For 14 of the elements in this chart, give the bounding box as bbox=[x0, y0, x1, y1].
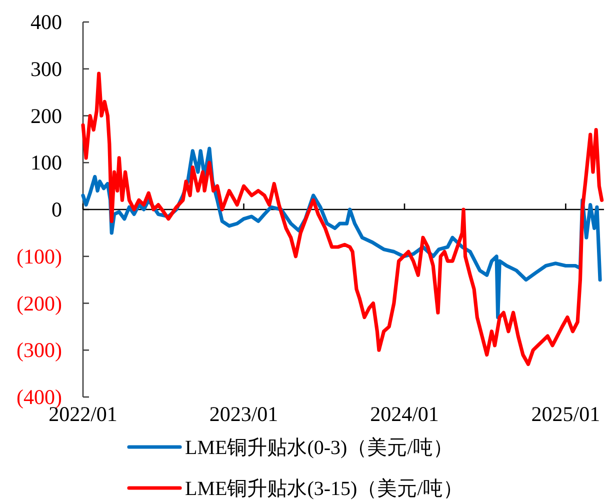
legend-label: LME铜升贴水(0-3)（美元/吨） bbox=[185, 436, 453, 459]
line-series bbox=[81, 72, 604, 366]
y-tick-label: 0 bbox=[52, 198, 62, 222]
y-tick-label: (300) bbox=[16, 338, 62, 362]
x-tick-label: 2024/01 bbox=[370, 402, 439, 426]
x-tick-label: 2023/01 bbox=[209, 402, 278, 426]
y-tick-label: 200 bbox=[30, 104, 62, 128]
y-tick-label: 100 bbox=[30, 150, 62, 175]
x-tick-label: 2025/01 bbox=[531, 402, 600, 426]
y-tick-label: 300 bbox=[30, 56, 62, 81]
y-tick-label: 400 bbox=[30, 10, 62, 34]
y-tick-label: (100) bbox=[16, 244, 62, 268]
y-tick-label: (200) bbox=[16, 291, 62, 316]
legend-label: LME铜升贴水(3-15)（美元/吨） bbox=[185, 477, 463, 500]
